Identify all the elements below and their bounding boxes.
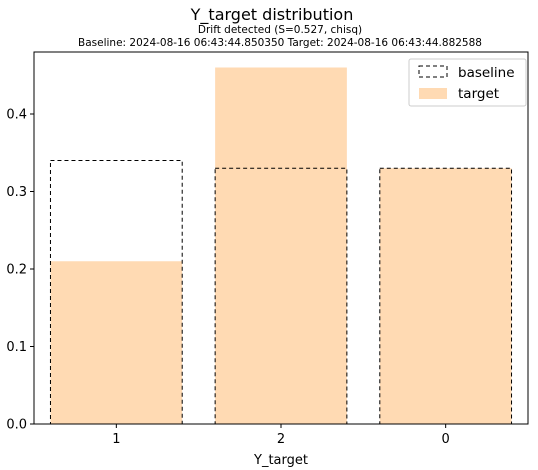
- y-tick-label: 0.3: [6, 185, 27, 200]
- y-tick-label: 0.1: [6, 340, 27, 355]
- chart-title: Y_target distribution: [190, 5, 354, 25]
- y-tick-label: 0.2: [6, 263, 27, 278]
- bar-baseline-2: [214, 167, 348, 425]
- x-tick-label: 2: [277, 432, 285, 447]
- legend: baseline target: [408, 58, 527, 107]
- bar-baseline-0: [379, 167, 513, 425]
- chart-subtitle-timestamps: Baseline: 2024-08-16 06:43:44.850350 Tar…: [78, 37, 482, 49]
- chart-subtitle-drift: Drift detected (S=0.527, chisq): [198, 24, 362, 36]
- plot-area: 0.0 0.1 0.2 0.3 0.4 1 2 0: [6, 51, 529, 447]
- bar-baseline-1: [49, 160, 183, 425]
- legend-label-baseline: baseline: [458, 65, 515, 81]
- legend-swatch-target: [419, 88, 447, 99]
- x-axis-label: Y_target: [253, 453, 308, 468]
- legend-label-target: target: [458, 86, 499, 102]
- legend-swatch-baseline: [418, 65, 448, 78]
- y-tick-label: 0.0: [6, 418, 27, 433]
- y-tick-label: 0.4: [6, 108, 27, 123]
- bar-target-1: [50, 261, 183, 424]
- x-tick-label: 0: [442, 432, 450, 447]
- x-tick-label: 1: [112, 432, 120, 447]
- bar-target-0: [379, 168, 512, 424]
- bar-target-2: [215, 67, 347, 424]
